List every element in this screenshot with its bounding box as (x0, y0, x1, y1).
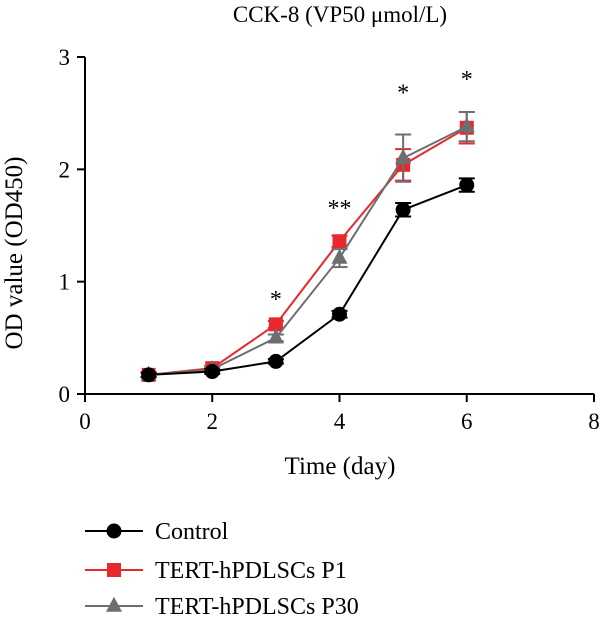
data-point (204, 364, 220, 380)
significance-marker: ** (328, 196, 352, 222)
legend-entry: TERT-hPDLSCs P1 (85, 558, 347, 584)
y-tick-label: 2 (59, 157, 71, 182)
legend-marker (106, 596, 122, 612)
data-point (268, 353, 284, 369)
significance-marker: * (461, 67, 473, 93)
data-point (332, 306, 347, 322)
data-point (331, 248, 348, 264)
data-point (141, 367, 157, 383)
series-line (148, 125, 468, 376)
x-tick-label: 6 (461, 409, 473, 434)
data-point (332, 234, 347, 249)
plot-area: ***** (140, 67, 475, 383)
data-point (395, 202, 411, 218)
x-tick-label: 2 (207, 409, 219, 434)
legend-marker (106, 523, 122, 539)
series-tert-hpdlscs-p1 (140, 111, 475, 382)
legend-entry: TERT-hPDLSCs P30 (85, 594, 359, 620)
x-tick-label: 8 (588, 409, 600, 434)
axes: 0 2 4 6 8 0 1 2 3 (59, 45, 600, 434)
series-control (140, 177, 475, 383)
y-tick-label: 1 (59, 270, 71, 295)
significance-marker: * (397, 80, 409, 106)
legend-label: Control (155, 519, 229, 545)
data-point (395, 148, 412, 164)
chart-title: CCK-8 (VP50 μmol/L) (233, 2, 447, 27)
y-tick-label: 3 (59, 45, 71, 70)
x-tick-label: 4 (334, 409, 346, 434)
legend: Control TERT-hPDLSCs P1 TERT-hPDLSCs P30 (85, 519, 359, 620)
data-point (459, 177, 475, 193)
legend-label: TERT-hPDLSCs P30 (155, 594, 359, 620)
legend-marker (107, 563, 121, 577)
legend-entry: Control (85, 519, 229, 545)
significance-marker: * (270, 287, 282, 313)
x-axis-label: Time (day) (285, 453, 396, 480)
data-point (268, 317, 283, 332)
series-line (148, 184, 468, 376)
data-point (458, 117, 475, 133)
y-tick-label: 0 (59, 382, 71, 407)
y-axis-label: OD value (OD450) (1, 156, 28, 349)
legend-label: TERT-hPDLSCs P1 (155, 558, 347, 584)
data-point (267, 328, 284, 344)
x-tick-label: 0 (79, 409, 91, 434)
